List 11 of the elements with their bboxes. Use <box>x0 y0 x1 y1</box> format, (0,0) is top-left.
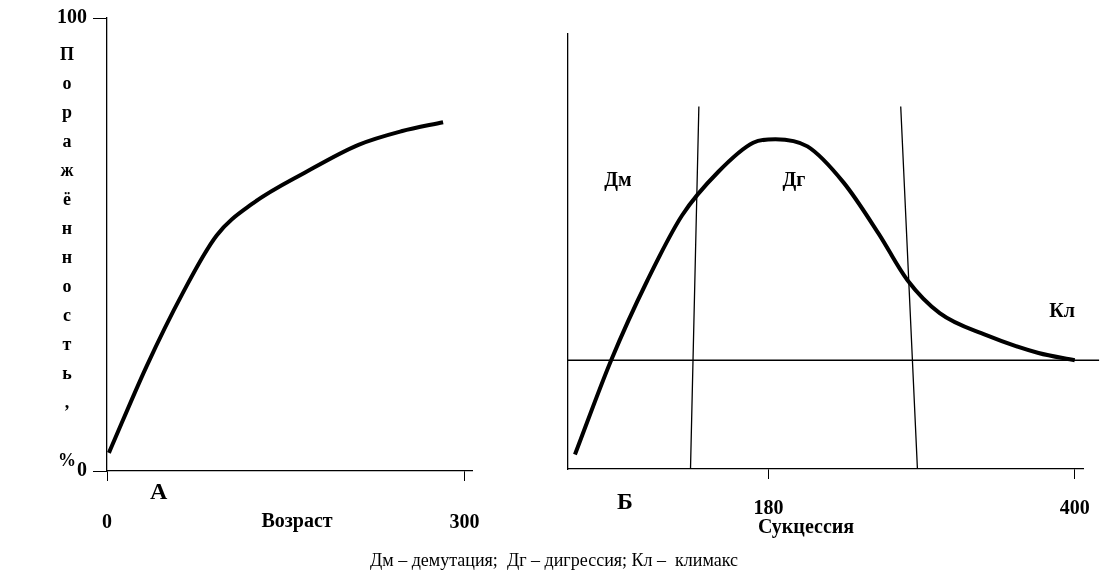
y-tick-label: 100 <box>57 5 87 28</box>
x-axis-title: Возраст <box>261 509 333 533</box>
text: Б <box>617 488 633 515</box>
annotation: Дм <box>604 167 632 191</box>
annotation: Кл <box>1049 298 1075 322</box>
text: А <box>150 478 168 505</box>
y-axis-title: Поражённость, % <box>57 44 77 479</box>
x-tick-label: 400 <box>1059 496 1090 519</box>
annotation: Дг <box>782 167 806 191</box>
text: Дм – демутация; Дг – дигрессия; Кл – климакс <box>369 550 739 571</box>
x-tick-label: 300 <box>449 510 480 533</box>
